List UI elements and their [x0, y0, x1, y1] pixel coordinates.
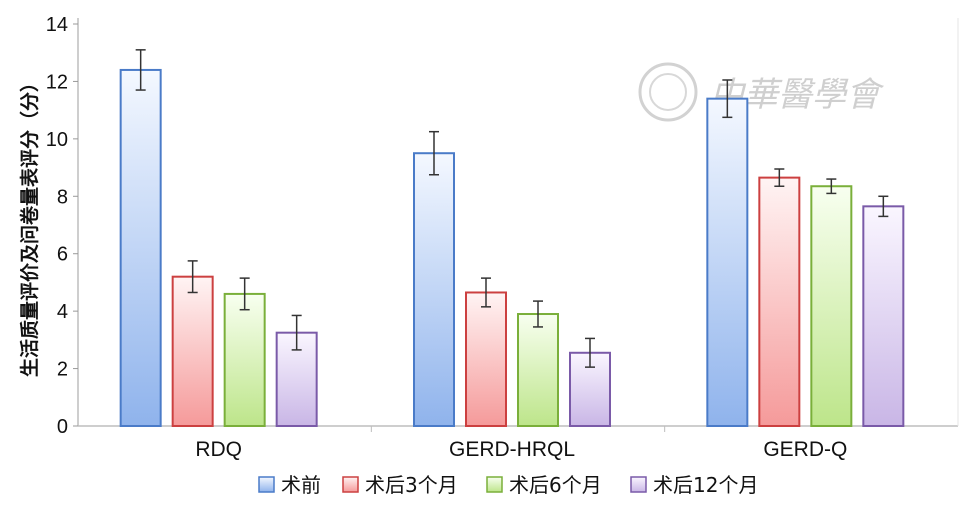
bar-1-2 — [171, 275, 214, 427]
y-tick-label: 10 — [46, 129, 68, 151]
legend-label: 术后6个月 — [509, 473, 602, 497]
bar-2-2 — [465, 291, 507, 427]
legend-swatch — [342, 476, 359, 493]
bar-1-1 — [119, 68, 162, 427]
x-category-label: RDQ — [195, 438, 242, 461]
legend-item-3: 术后6个月 — [486, 473, 602, 497]
watermark-seal — [638, 62, 698, 122]
y-tick-label: 2 — [57, 359, 68, 381]
x-category-label: GERD-Q — [763, 438, 847, 461]
x-category-label: GERD-HRQL — [449, 438, 575, 461]
y-tick-label: 8 — [57, 186, 68, 208]
bar-2-1 — [413, 152, 455, 427]
bar-3-1 — [706, 97, 749, 428]
legend-label: 术前 — [281, 473, 321, 497]
y-tick-label: 0 — [57, 416, 68, 438]
y-tick-label: 12 — [46, 71, 68, 93]
watermark-seal-inner — [649, 73, 687, 111]
watermark: 中華醫學會 — [638, 62, 885, 122]
y-tick-label: 14 — [46, 14, 68, 36]
y-tick-label: 4 — [57, 301, 68, 323]
bars — [119, 49, 905, 428]
y-axis-label: 生活质量评价及问卷量表评分（分） — [18, 73, 41, 377]
legend-swatch — [630, 476, 647, 493]
bar-1-3 — [223, 292, 266, 427]
axes: 0 2 4 6 8 10 12 14 生活质量评价及问卷量表评分（分） RDQ GERD-HRQL G… — [18, 14, 959, 461]
bar-3-3 — [810, 185, 853, 427]
legend-swatch — [258, 476, 275, 493]
bar-3-2 — [758, 176, 801, 427]
legend-item-2: 术后3个月 — [342, 473, 458, 497]
legend-swatch — [486, 476, 503, 493]
legend: 术前 术后3个月 术后6个月 术后12个月 — [258, 473, 758, 497]
legend-item-4: 术后12个月 — [630, 473, 758, 497]
bar-2-3 — [517, 313, 559, 427]
legend-item-1: 术前 — [258, 473, 321, 497]
y-tick-label: 6 — [57, 244, 68, 266]
legend-label: 术后3个月 — [365, 473, 458, 497]
legend-label: 术后12个月 — [653, 473, 758, 497]
bar-3-4 — [862, 205, 905, 427]
